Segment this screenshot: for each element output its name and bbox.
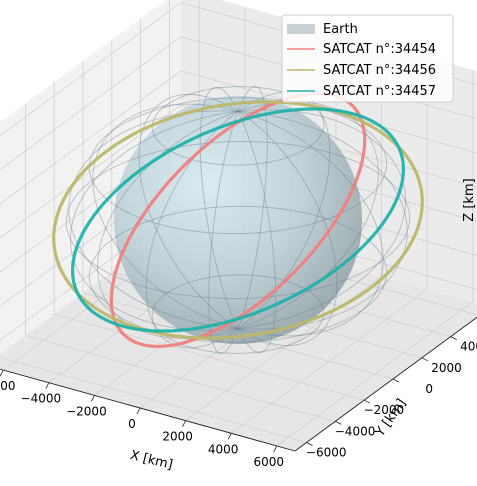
earth-meridian [97,110,239,339]
x-tick-label: −2000 [66,404,107,418]
y-tick-label: −4000 [335,424,376,438]
y-tick-mark [363,399,371,404]
earth-meridian [199,86,239,329]
earth-meridian [237,109,407,330]
y-tick-mark [335,420,342,425]
pane-x-wall [0,0,181,354]
earth-meridian [237,85,268,329]
grid-line-x [230,288,428,434]
x-tick-mark [182,420,186,427]
legend-label-34457: SATCAT n°:34457 [323,84,436,99]
legend-label-34456: SATCAT n°:34456 [323,63,436,78]
y-tick-label: 2000 [431,361,462,375]
earth-meridian [208,111,239,355]
x-tick-label: 6000 [253,455,284,469]
earth-sphere [65,85,411,355]
legend-swatch-earth [287,24,315,34]
y-tick-label: −2000 [364,403,405,417]
y-tick-mark [306,442,313,446]
x-tick-label: 0 [128,417,136,431]
orbit-line-3 [70,107,406,333]
earth-meridian [237,110,408,330]
grid-line-z [0,104,182,239]
x-tick-mark [0,369,4,377]
tick-labels: −6000−6000−6000−4000−4000−4000−2000−2000… [0,336,477,469]
x-tick-mark [45,382,50,389]
earth-meridian [237,110,384,337]
earth-parallel [88,97,388,235]
grid-line-z [0,70,182,205]
x-tick-label: −4000 [21,392,62,406]
x-axis-label: X [km] [129,448,175,473]
earth-meridian [237,110,338,347]
grid-line-z [0,2,182,137]
z-axis-label: Z [km] [462,178,477,221]
x-tick-label: 4000 [208,442,239,456]
earth-body [114,96,362,344]
x-tick-mark [273,445,278,453]
x-tick-label: −6000 [0,379,16,393]
y-tick-label: 4000 [460,340,477,354]
legend-box [281,14,454,103]
grid-line-z [180,70,477,154]
earth-parallel [151,274,325,354]
earth-meridian [138,93,239,330]
x-tick-mark [136,407,141,415]
x-tick-mark [91,395,95,402]
earth-meridian [69,110,239,331]
grid-line-x [276,301,474,447]
x-tick-mark [227,433,232,440]
legend: Earth SATCAT n°:34454 SATCAT n°:34456 SA… [281,14,454,103]
earth-meridian [68,110,239,330]
y-tick-label: −6000 [306,446,347,460]
y-tick-mark [450,336,457,341]
earth-parallel [65,140,411,300]
earth-meridian [92,103,239,330]
y-tick-label: 0 [425,382,433,396]
earth-meridian [237,111,277,354]
x-tick-label: 2000 [162,430,193,444]
legend-label-34454: SATCAT n°:34454 [323,42,436,57]
y-tick-mark [421,357,429,362]
legend-label-earth: Earth [323,22,358,37]
grid-line-z [0,36,182,171]
y-tick-mark [392,378,400,383]
